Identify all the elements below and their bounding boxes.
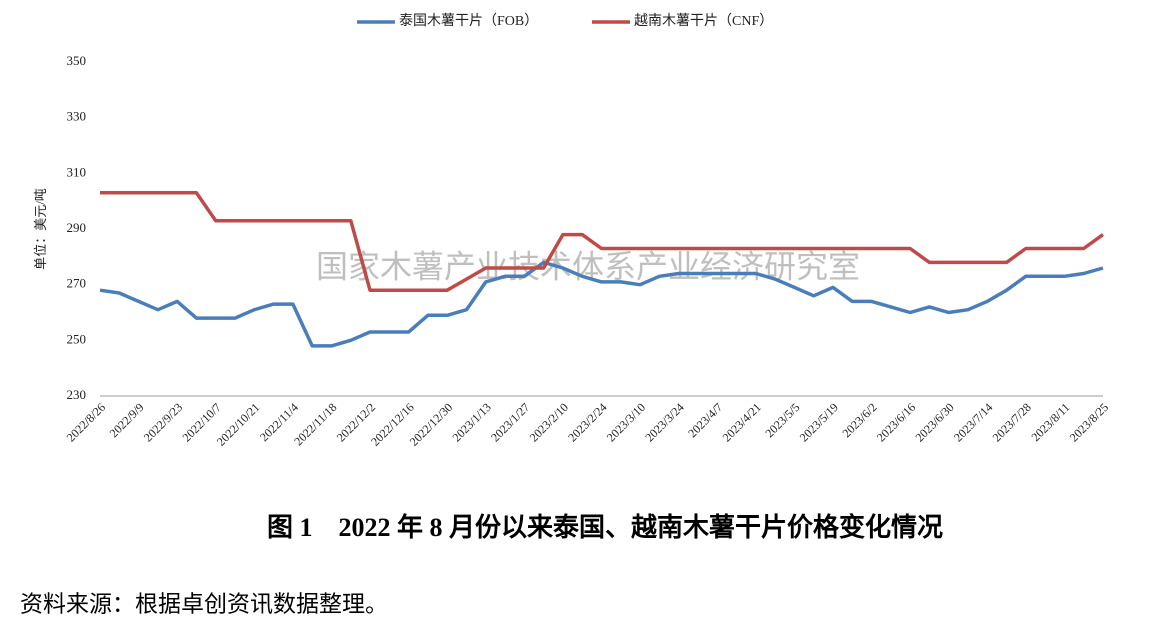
y-tick-label: 230 [67, 387, 87, 402]
y-tick-label: 250 [67, 331, 87, 346]
y-tick-label: 270 [67, 276, 87, 291]
x-tick-label: 2023/2/10 [527, 400, 571, 444]
x-tick-label: 2023/7/14 [951, 400, 995, 444]
caption: 图 1 2022 年 8 月份以来泰国、越南木薯干片价格变化情况 [267, 512, 943, 542]
legend-label: 越南木薯干片（CNF） [634, 13, 773, 29]
y-tick-label: 350 [67, 53, 87, 68]
x-tick-label: 2023/1/27 [488, 400, 532, 444]
source: 资料来源：根据卓创资讯数据整理。 [20, 591, 388, 616]
x-tick-label: 2022/8/26 [64, 400, 108, 444]
y-tick-label: 310 [67, 164, 87, 179]
series-line [100, 191, 1105, 292]
y-axis-label: 单位：美元/吨 [33, 188, 48, 270]
legend-label: 泰国木薯干片（FOB） [399, 13, 538, 29]
x-tick-label: 2023/4/21 [720, 400, 764, 444]
x-tick-label: 2023/6/30 [912, 400, 956, 444]
y-tick-label: 290 [67, 220, 87, 235]
x-tick-label: 2023/3/10 [604, 400, 648, 444]
x-tick-label: 2022/11/18 [291, 400, 339, 448]
y-tick-label: 330 [67, 109, 87, 124]
x-tick-label: 2023/3/24 [642, 400, 686, 444]
x-tick-label: 2023/7/28 [990, 400, 1034, 444]
x-tick-label: 2023/6/16 [874, 400, 918, 444]
x-tick-label: 2023/5/19 [797, 400, 841, 444]
x-tick-label: 2023/1/13 [450, 400, 494, 444]
series-line [99, 260, 1104, 348]
x-tick-label: 2022/9/23 [141, 400, 185, 444]
x-tick-label: 2023/8/11 [1028, 400, 1072, 444]
x-tick-label: 2023/2/24 [565, 400, 609, 444]
x-tick-label: 2023/8/25 [1067, 400, 1111, 444]
